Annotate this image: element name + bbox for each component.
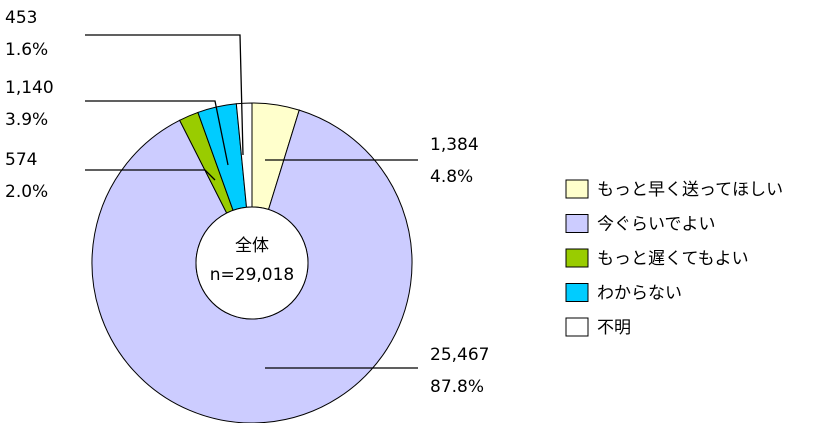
value-label: 25,467 — [430, 345, 489, 365]
leader-line — [85, 34, 244, 156]
legend-label: もっと早く送ってほしい — [597, 180, 783, 200]
donut-hole — [195, 206, 309, 320]
value-label: 574 — [5, 150, 37, 170]
legend-label: 今ぐらいでよい — [597, 215, 716, 235]
center-title: 全体 — [235, 236, 269, 256]
leader-line — [85, 100, 229, 166]
percent-label: 87.8% — [430, 377, 484, 397]
value-label: 1,384 — [430, 135, 479, 155]
legend-swatch — [565, 214, 589, 233]
legend-swatch — [565, 317, 589, 337]
legend-swatch — [565, 179, 589, 199]
percent-label: 3.9% — [5, 110, 48, 130]
percent-label: 2.0% — [5, 182, 48, 202]
legend-label: 不明 — [597, 318, 631, 338]
legend-label: わからない — [597, 284, 682, 304]
value-label: 453 — [5, 8, 37, 28]
percent-label: 1.6% — [5, 40, 48, 60]
percent-label: 4.8% — [430, 167, 473, 187]
center-total: n=29,018 — [210, 265, 295, 285]
leader-line — [85, 169, 216, 181]
legend-swatch — [565, 283, 589, 302]
value-label: 1,140 — [5, 78, 54, 98]
legend-swatch — [565, 248, 589, 268]
legend-label: もっと遅くてもよい — [597, 249, 749, 269]
